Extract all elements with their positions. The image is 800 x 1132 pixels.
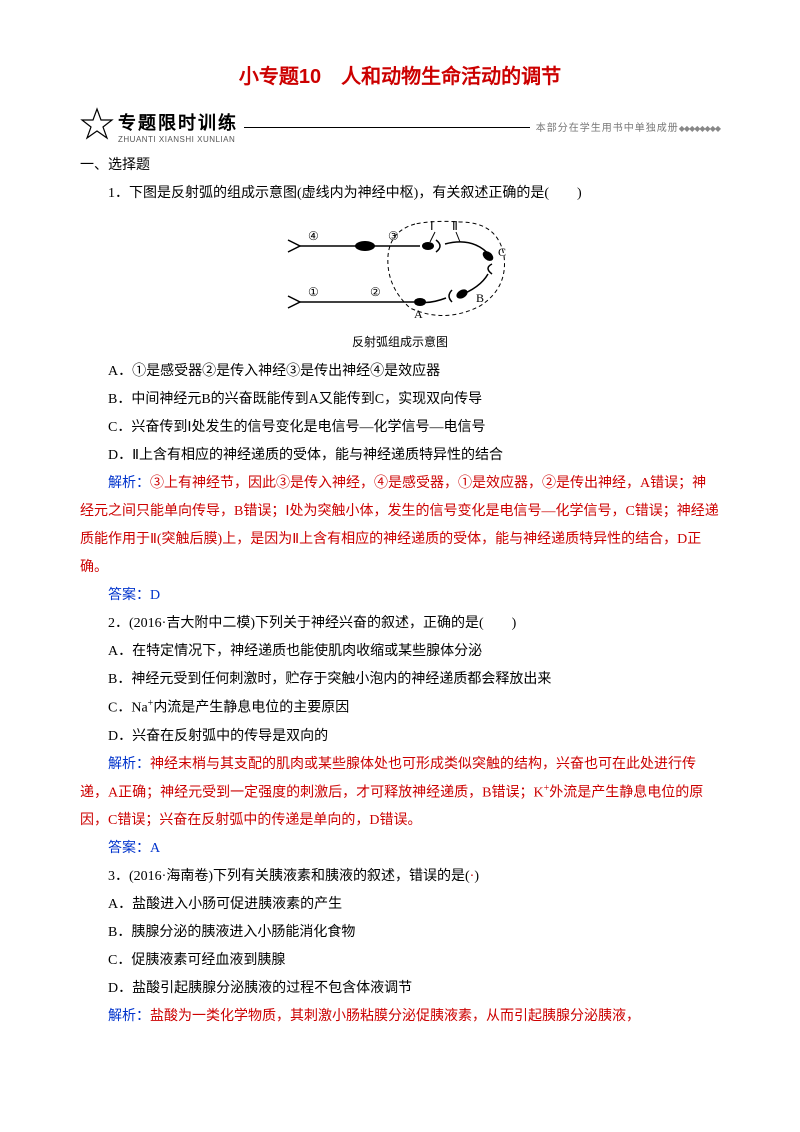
svg-text:C: C — [498, 245, 506, 259]
q3-opt-a: A．盐酸进入小肠可促进胰液素的产生 — [80, 891, 720, 919]
q3-opt-c: C．促胰液素可经血液到胰腺 — [80, 947, 720, 975]
svg-text:③: ③ — [388, 229, 399, 243]
figure-caption: 反射弧组成示意图 — [80, 333, 720, 350]
svg-text:B: B — [476, 291, 484, 305]
analysis-label: 解析： — [108, 1009, 150, 1024]
section-banner: 专题限时训练 ZHUANTI XIANSHI XUNLIAN 本部分在学生用书中… — [80, 107, 720, 146]
q1-stem: 1．下图是反射弧的组成示意图(虚线内为神经中枢)，有关叙述正确的是( ) — [80, 180, 720, 208]
section-heading: 一、选择题 — [80, 154, 720, 174]
answer-label: 答案： — [108, 588, 150, 603]
q2-opt-c-pre: C．Na — [108, 701, 148, 716]
svg-text:Ⅱ: Ⅱ — [452, 219, 458, 233]
banner-title-cn: 专题限时训练 — [118, 109, 238, 135]
q1-opt-c: C．兴奋传到Ⅰ处发生的信号变化是电信号—化学信号—电信号 — [80, 414, 720, 442]
analysis-label: 解析： — [108, 476, 150, 491]
q2-opt-b: B．神经元受到任何刺激时，贮存于突触小泡内的神经递质都会释放出来 — [80, 666, 720, 694]
svg-text:Ⅰ: Ⅰ — [430, 219, 434, 233]
banner-title-pinyin: ZHUANTI XIANSHI XUNLIAN — [118, 135, 238, 144]
banner-divider — [244, 126, 530, 128]
q1-answer: 答案：D — [80, 582, 720, 610]
q1-opt-d: D．Ⅱ上含有相应的神经递质的受体，能与神经递质特异性的结合 — [80, 442, 720, 470]
q1-opt-b: B．中间神经元B的兴奋既能传到A又能传到C，实现双向传导 — [80, 386, 720, 414]
q3-opt-d: D．盐酸引起胰腺分泌胰液的过程不包含体液调节 — [80, 975, 720, 1003]
q1-opt-a: A．①是感受器②是传入神经③是传出神经④是效应器 — [80, 358, 720, 386]
q3-stem-post: ) — [474, 869, 479, 884]
q2-opt-c: C．Na+内流是产生静息电位的主要原因 — [80, 694, 720, 723]
q2-opt-a: A．在特定情况下，神经递质也能使肌肉收缩或某些腺体分泌 — [80, 638, 720, 666]
svg-text:②: ② — [370, 285, 381, 299]
svg-text:A: A — [414, 307, 423, 321]
q2-opt-d: D．兴奋在反射弧中的传导是双向的 — [80, 723, 720, 751]
banner-right-note: 本部分在学生用书中单独成册◆◆◆◆◆◆◆◆ — [536, 119, 720, 134]
q3-analysis-text: 盐酸为一类化学物质，其刺激小肠粘膜分泌促胰液素，从而引起胰腺分泌胰液， — [150, 1009, 640, 1024]
q2-answer: 答案：A — [80, 835, 720, 863]
q2-stem: 2．(2016·吉大附中二模)下列关于神经兴奋的叙述，正确的是( ) — [80, 610, 720, 638]
diamond-decor: ◆◆◆◆◆◆◆◆ — [679, 124, 720, 133]
answer-label: 答案： — [108, 841, 150, 856]
svg-text:①: ① — [308, 285, 319, 299]
svg-text:④: ④ — [308, 229, 319, 243]
banner-right-text: 本部分在学生用书中单独成册 — [536, 123, 679, 134]
q2-analysis: 解析：神经末梢与其支配的肌肉或某些腺体处也可形成类似突触的结构，兴奋也可在此处进… — [80, 751, 720, 836]
reflex-arc-figure: ④ ③ Ⅰ Ⅱ C B A ② — [80, 216, 720, 350]
q3-stem: 3．(2016·海南卷)下列有关胰液素和胰液的叙述，错误的是(·) — [80, 863, 720, 891]
q1-answer-value: D — [150, 588, 160, 603]
q1-analysis-text: ③上有神经节，因此③是传入神经，④是感受器，①是效应器，②是传出神经，A错误；神… — [80, 476, 719, 575]
q3-stem-pre: 3．(2016·海南卷)下列有关胰液素和胰液的叙述，错误的是( — [108, 869, 470, 884]
star-icon — [80, 107, 114, 146]
q3-analysis: 解析：盐酸为一类化学物质，其刺激小肠粘膜分泌促胰液素，从而引起胰腺分泌胰液， — [80, 1003, 720, 1031]
page-title: 小专题10 人和动物生命活动的调节 — [80, 60, 720, 89]
q3-opt-b: B．胰腺分泌的胰液进入小肠能消化食物 — [80, 919, 720, 947]
q1-analysis: 解析：③上有神经节，因此③是传入神经，④是感受器，①是效应器，②是传出神经，A错… — [80, 470, 720, 582]
q2-opt-c-post: 内流是产生静息电位的主要原因 — [153, 701, 349, 716]
analysis-label: 解析： — [108, 757, 150, 772]
q2-answer-value: A — [150, 841, 160, 856]
